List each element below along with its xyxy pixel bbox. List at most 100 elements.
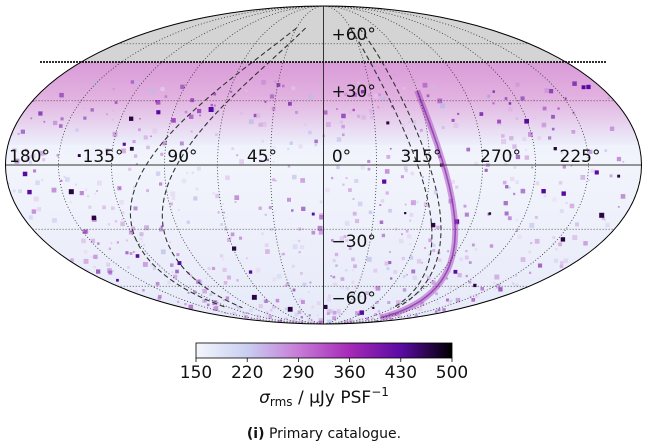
speckle bbox=[28, 215, 33, 220]
speckle bbox=[464, 212, 469, 217]
speckle bbox=[349, 111, 352, 114]
speckle bbox=[447, 250, 450, 253]
bright-source bbox=[359, 310, 364, 315]
speckle bbox=[292, 244, 298, 250]
speckle bbox=[406, 316, 409, 319]
speckle bbox=[215, 193, 220, 199]
speckle bbox=[253, 113, 258, 118]
speckle bbox=[451, 118, 455, 122]
speckle bbox=[357, 201, 363, 207]
speckle bbox=[528, 250, 532, 254]
speckle bbox=[111, 270, 114, 273]
speckle bbox=[114, 101, 118, 104]
speckle bbox=[134, 80, 139, 84]
speckle bbox=[565, 202, 568, 204]
speckle bbox=[119, 199, 124, 205]
bright-source bbox=[116, 278, 119, 282]
speckle bbox=[298, 239, 301, 243]
speckle bbox=[319, 214, 324, 220]
speckle bbox=[232, 311, 236, 316]
speckle bbox=[155, 100, 161, 105]
speckle bbox=[551, 114, 555, 119]
bright-source bbox=[541, 189, 546, 194]
speckle bbox=[455, 297, 461, 303]
speckle bbox=[583, 241, 588, 246]
speckle bbox=[22, 159, 27, 164]
speckle bbox=[59, 92, 64, 98]
speckle bbox=[139, 118, 141, 120]
speckle bbox=[129, 228, 134, 233]
speckle bbox=[520, 257, 526, 262]
speckle bbox=[160, 225, 163, 228]
speckle bbox=[17, 132, 20, 135]
speckle bbox=[288, 101, 292, 106]
speckle bbox=[298, 227, 302, 231]
map-border bbox=[5, 5, 642, 325]
speckle bbox=[224, 216, 227, 219]
speckle bbox=[397, 314, 401, 318]
speckle bbox=[270, 309, 273, 312]
speckle bbox=[133, 154, 138, 158]
galactic-boundary bbox=[161, 27, 306, 309]
speckle bbox=[246, 257, 248, 260]
galactic-boundary bbox=[349, 27, 433, 309]
speckle bbox=[342, 183, 345, 186]
speckle bbox=[316, 301, 321, 306]
bright-source bbox=[430, 222, 436, 228]
speckle bbox=[223, 281, 228, 285]
speckle bbox=[69, 201, 72, 203]
sky-map bbox=[5, 6, 642, 324]
speckle bbox=[262, 299, 267, 303]
speckle bbox=[272, 145, 276, 149]
speckle bbox=[507, 216, 512, 221]
speckle bbox=[133, 206, 138, 211]
speckle bbox=[345, 286, 350, 291]
speckle bbox=[278, 320, 283, 324]
speckle bbox=[146, 145, 150, 150]
speckle bbox=[129, 252, 133, 255]
speckle bbox=[227, 275, 231, 280]
latitude-labels: +60° +30° −30° −60° bbox=[332, 25, 376, 309]
bright-source bbox=[617, 174, 621, 178]
speckle bbox=[184, 303, 187, 306]
speckle bbox=[294, 312, 299, 317]
meridian bbox=[323, 6, 589, 324]
speckle bbox=[112, 109, 115, 112]
speckle bbox=[404, 203, 407, 206]
speckle bbox=[515, 117, 519, 121]
speckle bbox=[617, 206, 620, 208]
bright-source bbox=[22, 171, 28, 177]
speckle bbox=[422, 176, 424, 178]
speckle bbox=[480, 287, 484, 291]
speckle bbox=[215, 133, 218, 136]
speckle bbox=[432, 243, 436, 247]
speckle bbox=[341, 124, 345, 129]
speckle bbox=[416, 201, 419, 204]
speckle bbox=[331, 239, 334, 242]
speckle bbox=[282, 84, 285, 88]
speckle bbox=[351, 257, 355, 262]
colorbar-gradient bbox=[195, 342, 453, 359]
speckle bbox=[222, 267, 227, 272]
speckle bbox=[409, 219, 412, 222]
speckle bbox=[378, 93, 381, 97]
speckle bbox=[35, 180, 40, 186]
speckle bbox=[451, 180, 455, 184]
speckle bbox=[307, 318, 313, 324]
longitude-label: 45° bbox=[247, 147, 277, 167]
speckle bbox=[111, 118, 114, 121]
speckle bbox=[534, 216, 538, 219]
speckle bbox=[575, 222, 579, 227]
speckle bbox=[63, 175, 66, 178]
speckle bbox=[125, 251, 129, 255]
speckle bbox=[152, 128, 158, 134]
speckle bbox=[60, 179, 63, 182]
speckle bbox=[510, 154, 513, 157]
speckle bbox=[94, 192, 97, 195]
speckle bbox=[248, 119, 254, 124]
speckle bbox=[141, 241, 143, 243]
speckle bbox=[504, 211, 509, 216]
speckle bbox=[288, 217, 291, 220]
speckle bbox=[291, 264, 295, 268]
speckle bbox=[146, 189, 149, 193]
